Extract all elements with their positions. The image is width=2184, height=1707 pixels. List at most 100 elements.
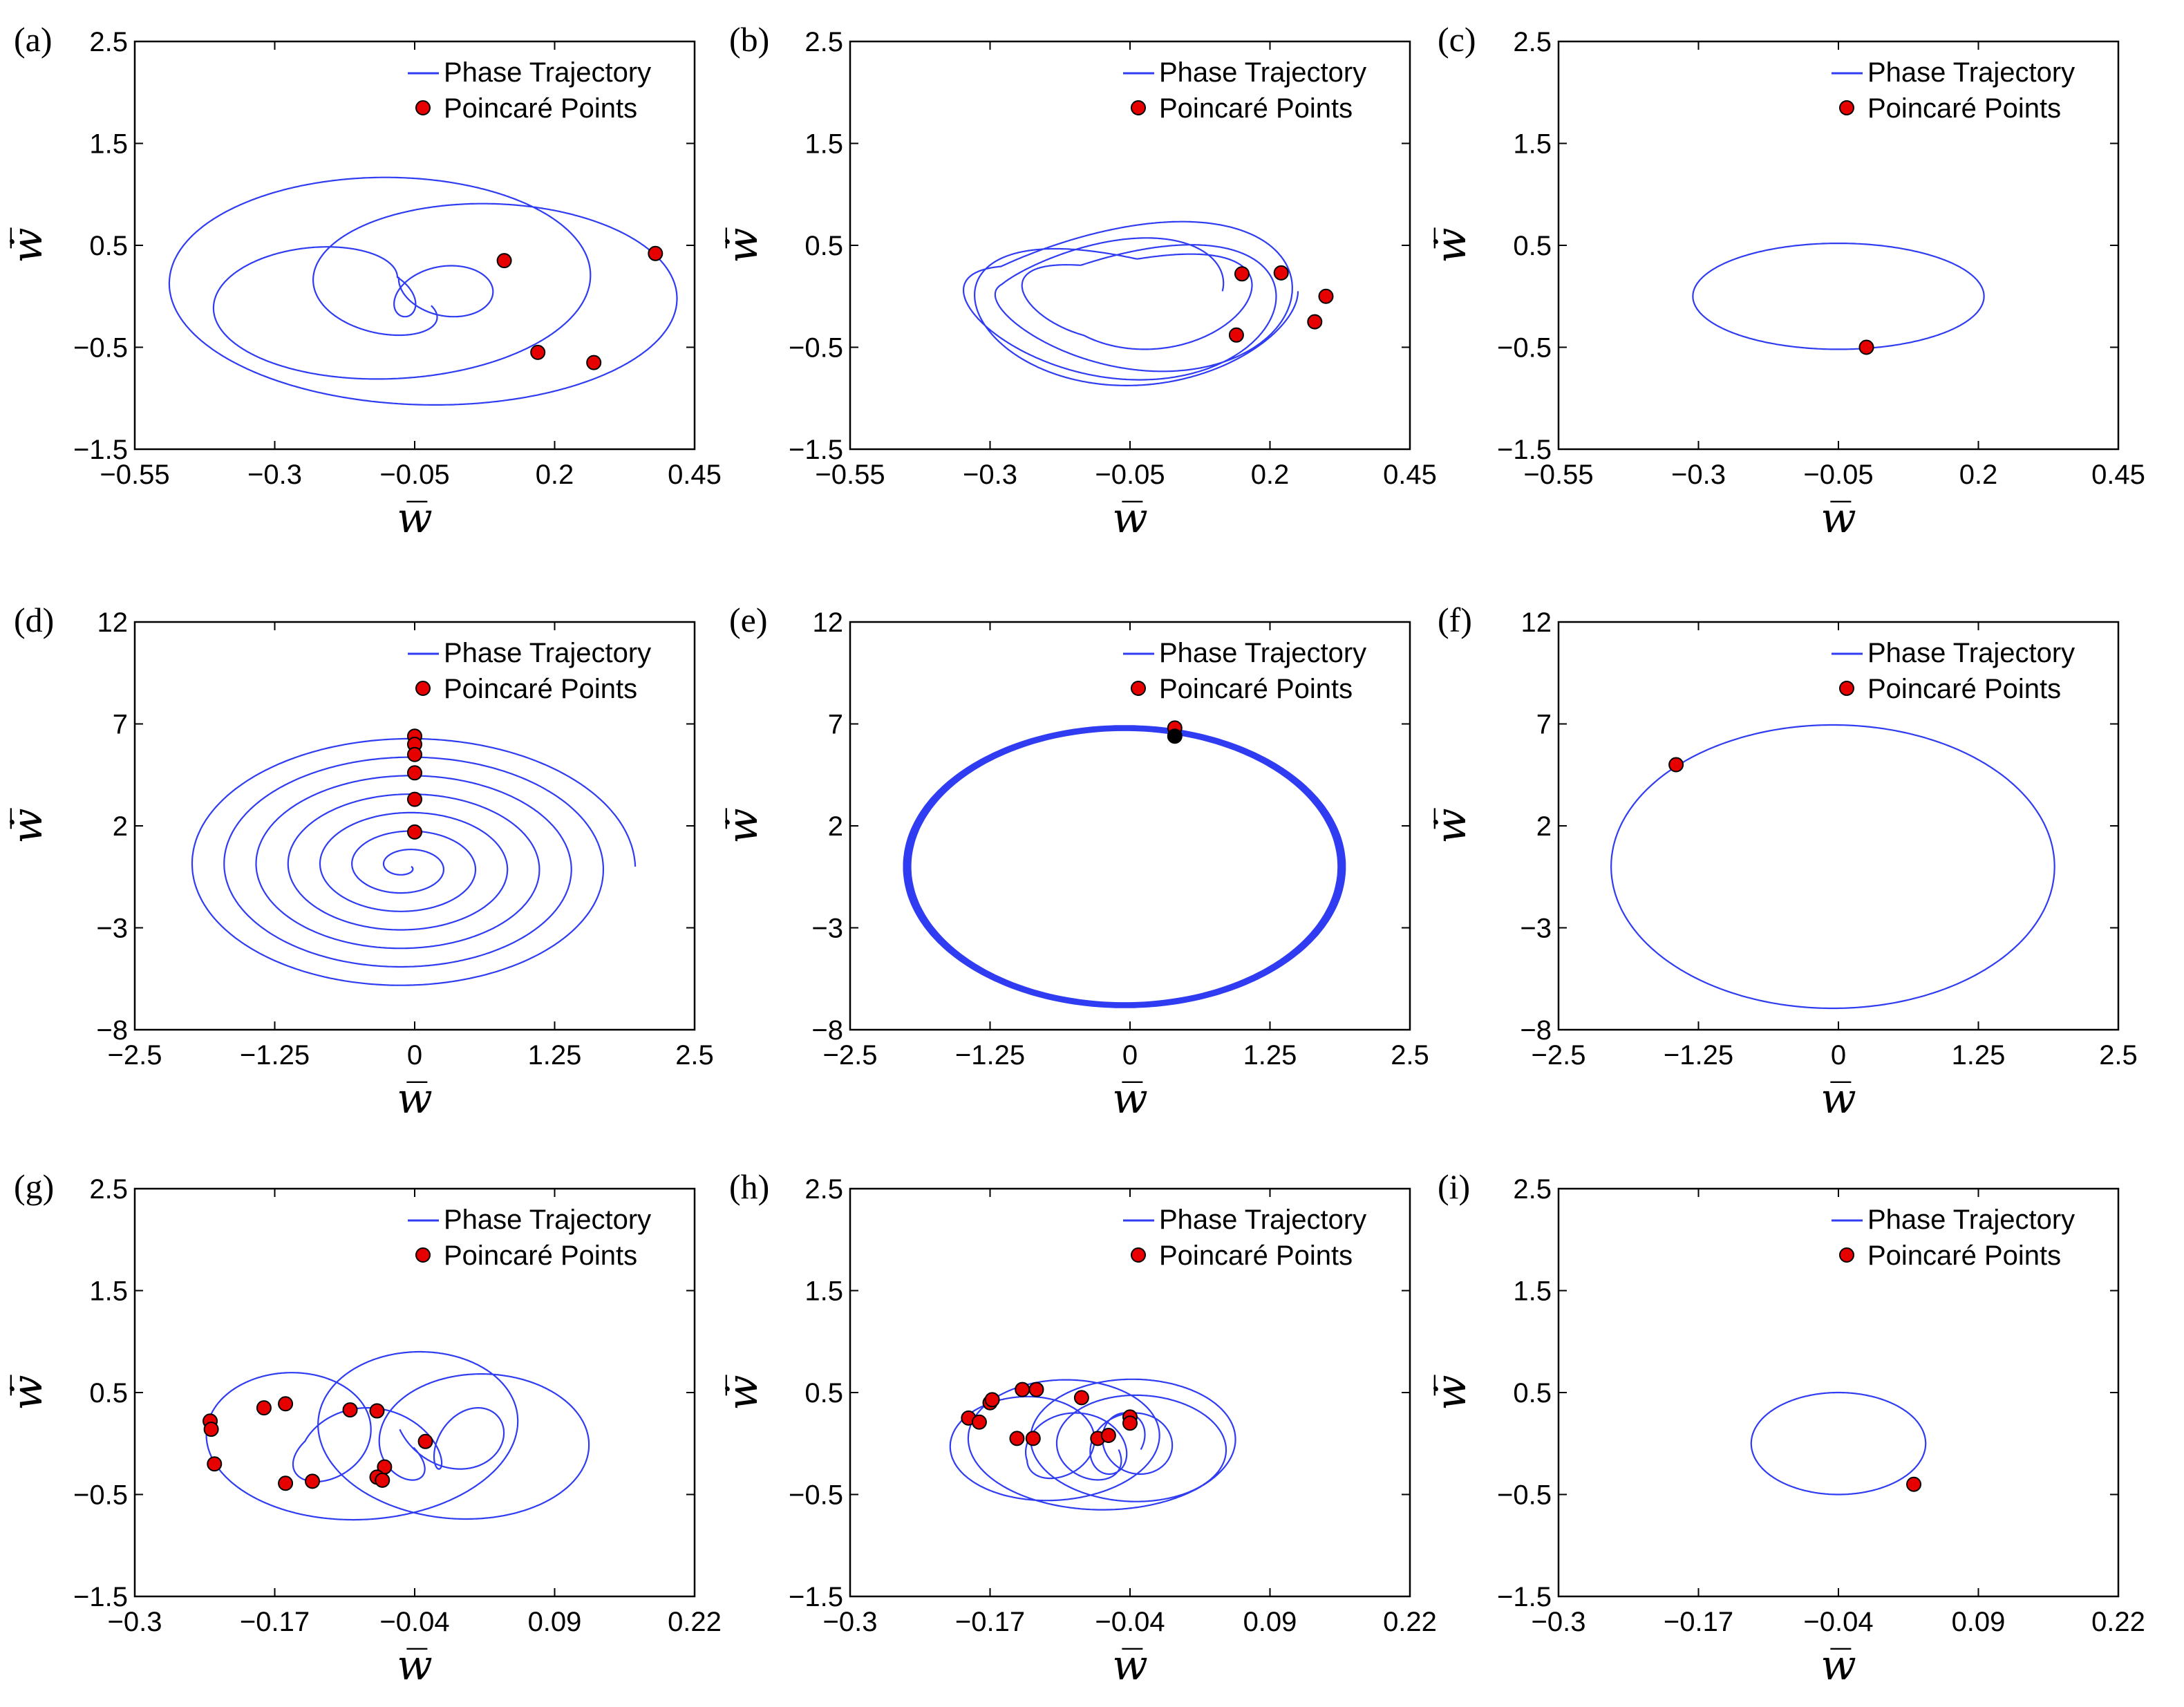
poincare-point [1906, 1476, 1922, 1492]
poincare-point [203, 1422, 219, 1437]
panel-e: −2.5 −1.25 0 1.25 2.5 −8 −3 2 7 12 (e) w̅ ẇ̅ Phase T… [719, 601, 1429, 1123]
y-tick-label: −1.5 [789, 1582, 843, 1612]
poincare-point [1318, 288, 1334, 304]
poincare-point [407, 791, 422, 807]
y-axis-label: ẇ̅ [3, 1375, 52, 1410]
legend-entry-trajectory: Phase Trajectory [1867, 57, 2075, 88]
legend-marker-icon [415, 681, 431, 696]
panel-d: −2.5 −1.25 0 1.25 2.5 −8 −3 2 7 12 (d) w̅ ẇ̅ Phase T… [3, 601, 714, 1123]
x-tick-label: 0.22 [1383, 1607, 1437, 1637]
legend-marker-icon [1131, 100, 1146, 115]
panel-label: (d) [14, 601, 54, 639]
x-tick-label: −1.25 [240, 1040, 310, 1071]
poincare-point [417, 1433, 433, 1449]
y-tick-label: −8 [96, 1015, 128, 1046]
poincare-point [1273, 265, 1289, 281]
y-axis-label: ẇ̅ [3, 808, 52, 843]
y-tick-label: −3 [1520, 914, 1552, 944]
y-tick-label: −8 [811, 1015, 843, 1046]
legend-entry-poincare: Poincaré Points [1867, 93, 2061, 124]
phase-trajectory-line [168, 176, 678, 406]
y-tick-label: −0.5 [73, 333, 128, 364]
x-tick-label: 2.5 [1391, 1040, 1429, 1071]
poincare-point [1009, 1431, 1025, 1446]
x-tick-label: −0.3 [1532, 1607, 1586, 1637]
x-tick-label: 0 [1831, 1040, 1846, 1071]
y-tick-label: −1.5 [1497, 1582, 1552, 1612]
legend-entry-trajectory: Phase Trajectory [444, 57, 651, 88]
phase-trajectory-line [1750, 1391, 1927, 1496]
legend-marker-icon [1131, 1247, 1146, 1263]
y-tick-label: 7 [1536, 710, 1552, 740]
legend-entry-trajectory: Phase Trajectory [1867, 638, 2075, 668]
x-tick-label: −0.04 [1803, 1607, 1873, 1637]
poincare-point [342, 1402, 358, 1418]
y-tick-label: 0.5 [804, 231, 843, 261]
phase-trajectory-line [949, 1378, 1236, 1511]
y-axis-label: ẇ̅ [3, 227, 52, 263]
poincare-point [971, 1414, 987, 1430]
y-tick-label: 0.5 [1513, 1378, 1552, 1408]
poincare-point [375, 1472, 390, 1488]
y-tick-label: −8 [1520, 1015, 1552, 1046]
y-tick-label: 1.5 [1513, 1276, 1552, 1307]
y-tick-label: 1.5 [1513, 129, 1552, 160]
legend-entry-trajectory: Phase Trajectory [444, 1205, 651, 1235]
y-tick-label: 2 [828, 811, 843, 842]
x-tick-label: 1.25 [1243, 1040, 1297, 1071]
poincare-point [1073, 1390, 1089, 1406]
x-tick-label: 0 [1122, 1040, 1138, 1071]
x-tick-label: 2.5 [2099, 1040, 2138, 1071]
x-tick-label: −0.04 [379, 1607, 449, 1637]
x-tick-label: −2.5 [108, 1040, 162, 1071]
legend-entry-trajectory: Phase Trajectory [1159, 638, 1366, 668]
y-tick-label: 1.5 [89, 1276, 128, 1307]
y-tick-label: 0.5 [804, 1378, 843, 1408]
x-axis-label: w̅ [397, 1075, 432, 1123]
panel-label: (i) [1438, 1167, 1470, 1206]
poincare-point [305, 1473, 321, 1489]
x-tick-label: −0.3 [1671, 460, 1726, 490]
poincare-point [496, 253, 512, 269]
x-axis-label: w̅ [1820, 1641, 1856, 1690]
x-tick-label: 1.25 [528, 1040, 582, 1071]
legend-marker-icon [1131, 681, 1146, 696]
x-tick-label: 2.5 [675, 1040, 714, 1071]
x-axis-label: w̅ [1820, 494, 1856, 543]
legend-entry-poincare: Poincaré Points [1867, 674, 2061, 704]
legend-marker-icon [415, 1247, 431, 1263]
panel-i: −0.3 −0.17 −0.04 0.09 0.22 −1.5 −0.5 0.5 1.5 2.5 (… [1427, 1167, 2145, 1690]
x-tick-label: 0.2 [536, 460, 574, 490]
y-tick-label: 0.5 [89, 231, 128, 261]
y-tick-label: −0.5 [1497, 1480, 1552, 1511]
poincare-point [278, 1396, 294, 1412]
y-tick-label: −1.5 [73, 1582, 128, 1612]
panel-h: −0.3 −0.17 −0.04 0.09 0.22 −1.5 −0.5 0.5 1.5 2.5 (… [719, 1167, 1437, 1690]
y-tick-label: −0.5 [789, 1480, 843, 1511]
x-axis-label: w̅ [1112, 494, 1147, 543]
panel-label: (h) [729, 1167, 769, 1206]
x-axis-label: w̅ [1820, 1075, 1856, 1123]
x-tick-label: −2.5 [1532, 1040, 1586, 1071]
poincare-point [1025, 1431, 1041, 1446]
legend-entry-poincare: Poincaré Points [1159, 1241, 1353, 1271]
y-tick-label: 2 [113, 811, 128, 842]
x-tick-label: 0.22 [2091, 1607, 2145, 1637]
poincare-point [1122, 1415, 1138, 1431]
poincare-point [1028, 1381, 1044, 1397]
x-axis-label: w̅ [397, 494, 432, 543]
y-tick-label: −0.5 [73, 1480, 128, 1511]
legend-marker-icon [1839, 1247, 1854, 1263]
x-tick-label: −0.05 [1803, 460, 1873, 490]
poincare-point [530, 344, 546, 360]
y-tick-label: 1.5 [89, 129, 128, 160]
y-tick-label: 7 [113, 710, 128, 740]
y-tick-label: 2.5 [804, 27, 843, 57]
poincare-point [586, 355, 602, 370]
poincare-point [207, 1456, 223, 1472]
panel-g: −0.3 −0.17 −0.04 0.09 0.22 −1.5 −0.5 0.5 1.5 2.5 (… [3, 1167, 722, 1690]
poincare-point [407, 765, 422, 781]
y-tick-label: 12 [97, 607, 129, 638]
x-tick-label: −0.3 [823, 1607, 878, 1637]
